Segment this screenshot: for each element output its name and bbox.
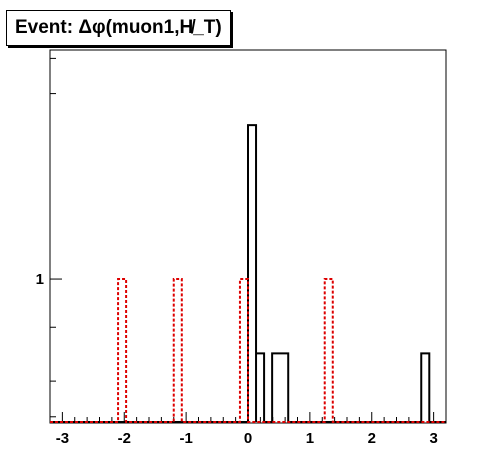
- histogram-bin: [272, 353, 288, 422]
- histogram-bin: [325, 279, 333, 422]
- x-tick-label: 0: [244, 430, 252, 447]
- x-tick-label: -3: [56, 430, 69, 447]
- y-tick-label: 1: [36, 271, 44, 288]
- histogram-bin: [421, 353, 429, 422]
- histogram-bin: [256, 353, 264, 422]
- histogram-bin: [240, 279, 248, 422]
- histogram-outline: [50, 278, 446, 423]
- chart-title: Event: Δφ(muon1,H̸_T): [6, 10, 231, 46]
- histogram-bin: [174, 279, 182, 422]
- histogram-bin: [248, 125, 256, 422]
- histogram-bin: [118, 279, 126, 422]
- x-tick-label: 1: [306, 430, 314, 447]
- x-tick-label: -2: [118, 430, 131, 447]
- series-1: [50, 278, 446, 423]
- x-tick-label: -1: [179, 430, 192, 447]
- series-0: [50, 124, 446, 423]
- x-tick-label: 3: [429, 430, 437, 447]
- histogram-series: [50, 124, 446, 423]
- histogram-outline: [50, 124, 446, 423]
- y-axis: 1: [36, 57, 62, 418]
- x-tick-label: 2: [368, 430, 376, 447]
